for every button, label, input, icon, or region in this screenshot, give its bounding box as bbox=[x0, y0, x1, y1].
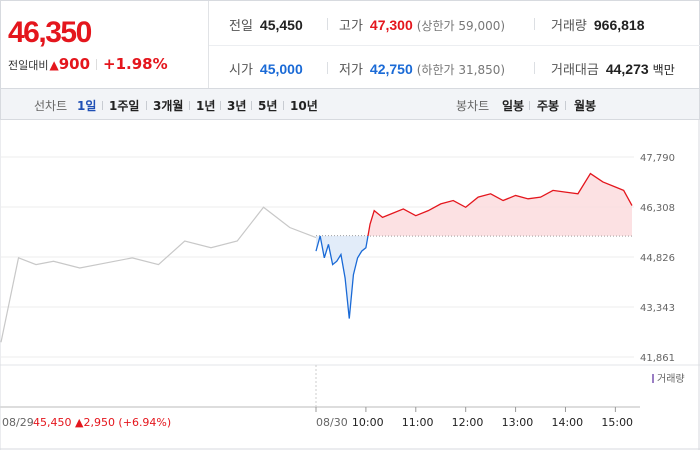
y-tick-label: 47,790 bbox=[640, 153, 675, 164]
down-area bbox=[320, 235, 368, 319]
stat-value: 42,750 bbox=[369, 61, 413, 77]
stat-high: 고가 47,300 (상한가 59,000) bbox=[339, 15, 505, 34]
stat-label: 고가 bbox=[339, 19, 363, 34]
divider bbox=[534, 62, 535, 74]
x-tick-label: 15:00 bbox=[601, 416, 633, 429]
divider bbox=[102, 101, 103, 110]
divider bbox=[565, 101, 566, 110]
up-arrow-icon: ▲ bbox=[49, 58, 59, 72]
y-tick-label: 41,861 bbox=[640, 353, 675, 364]
stat-volume: 거래량 966,818 bbox=[551, 15, 645, 34]
change-percent: +1.98% bbox=[103, 55, 168, 73]
change-label: 전일대비 bbox=[8, 59, 49, 72]
x-tick-label: 10:00 bbox=[352, 416, 384, 429]
price-chart: 47,790 46,308 44,826 43,343 41,861 08/30 10:00… bbox=[0, 120, 700, 450]
tab-1week[interactable]: 1주일 bbox=[109, 99, 140, 113]
y-tick-label: 43,343 bbox=[640, 303, 675, 314]
stat-prev-close: 전일 45,450 bbox=[229, 15, 303, 34]
upper-limit: (상한가 59,000) bbox=[416, 19, 506, 33]
divider bbox=[327, 62, 328, 74]
stat-label: 저가 bbox=[339, 63, 363, 78]
stat-amount: 거래대금 44,273 백만 bbox=[551, 59, 675, 78]
stat-value: 47,300 bbox=[369, 17, 413, 33]
stat-value: 45,000 bbox=[259, 61, 303, 77]
prev-day-line bbox=[0, 206, 317, 343]
amount-unit: 백만 bbox=[652, 63, 675, 77]
divider bbox=[327, 18, 328, 30]
lower-limit: (하한가 31,850) bbox=[416, 63, 506, 77]
down-line bbox=[319, 235, 369, 319]
line-chart-label: 선차트 bbox=[34, 99, 68, 113]
divider bbox=[96, 59, 98, 70]
prev-day-label: 08/29 bbox=[2, 416, 34, 429]
divider bbox=[283, 101, 284, 110]
x-tick-label: 13:00 bbox=[502, 416, 534, 429]
volume-legend: 거래량 bbox=[657, 373, 685, 385]
divider bbox=[189, 101, 190, 110]
candle-chart-label: 봉차트 bbox=[456, 99, 490, 113]
divider bbox=[251, 101, 252, 110]
y-tick-label: 46,308 bbox=[640, 203, 675, 214]
down-line bbox=[315, 235, 321, 252]
tab-1year[interactable]: 1년 bbox=[196, 99, 216, 113]
tab-3year[interactable]: 3년 bbox=[227, 99, 247, 113]
stat-value: 44,273 bbox=[605, 61, 649, 77]
tab-3month[interactable]: 3개월 bbox=[153, 99, 184, 113]
tab-weekly-candle[interactable]: 주봉 bbox=[537, 99, 560, 113]
x-tick-label: 11:00 bbox=[402, 416, 434, 429]
stat-label: 시가 bbox=[229, 63, 253, 78]
divider bbox=[534, 18, 535, 30]
stat-value: 966,818 bbox=[593, 17, 645, 33]
volume-legend-swatch bbox=[652, 374, 654, 383]
quote-header: 46,350 전일대비▲900 +1.98% 전일 45,450 고가 47,300(… bbox=[0, 0, 700, 89]
up-area bbox=[367, 173, 632, 236]
stat-label: 전일 bbox=[229, 19, 253, 34]
divider bbox=[209, 45, 700, 46]
stat-value: 45,450 bbox=[259, 17, 303, 33]
price-box: 46,350 전일대비▲900 +1.98% bbox=[1, 1, 209, 89]
tab-daily-candle[interactable]: 일봉 bbox=[502, 99, 525, 113]
x-tick-label: 08/30 bbox=[316, 416, 348, 429]
x-tick-label: 12:00 bbox=[452, 416, 484, 429]
current-price: 46,350 bbox=[8, 16, 92, 49]
divider bbox=[146, 101, 147, 110]
stat-low: 저가 42,750 (하한가 31,850) bbox=[339, 59, 505, 78]
y-tick-label: 44,826 bbox=[640, 253, 675, 264]
tab-monthly-candle[interactable]: 월봉 bbox=[574, 99, 597, 113]
stat-label: 거래대금 bbox=[551, 63, 599, 78]
price-chart-svg: 47,790 46,308 44,826 43,343 41,861 08/30 10:00… bbox=[0, 120, 700, 450]
divider bbox=[220, 101, 221, 110]
chart-tab-bar: 선차트 1일 1주일 3개월 1년 3년 5년 10년 봉차트 일봉 주봉 월봉 bbox=[0, 88, 700, 120]
change-amount: 900 bbox=[58, 55, 91, 73]
change-line: 전일대비▲900 +1.98% bbox=[8, 55, 168, 73]
stat-open: 시가 45,000 bbox=[229, 59, 303, 78]
divider bbox=[529, 101, 530, 110]
stat-label: 거래량 bbox=[551, 19, 587, 34]
tab-1day[interactable]: 1일 bbox=[77, 99, 97, 113]
tab-10year[interactable]: 10년 bbox=[290, 99, 318, 113]
up-line bbox=[367, 172, 633, 237]
x-tick-label: 14:00 bbox=[551, 416, 583, 429]
prev-day-close: 45,450 ▲2,950 (+6.94%) bbox=[33, 416, 171, 429]
tab-5year[interactable]: 5년 bbox=[258, 99, 278, 113]
